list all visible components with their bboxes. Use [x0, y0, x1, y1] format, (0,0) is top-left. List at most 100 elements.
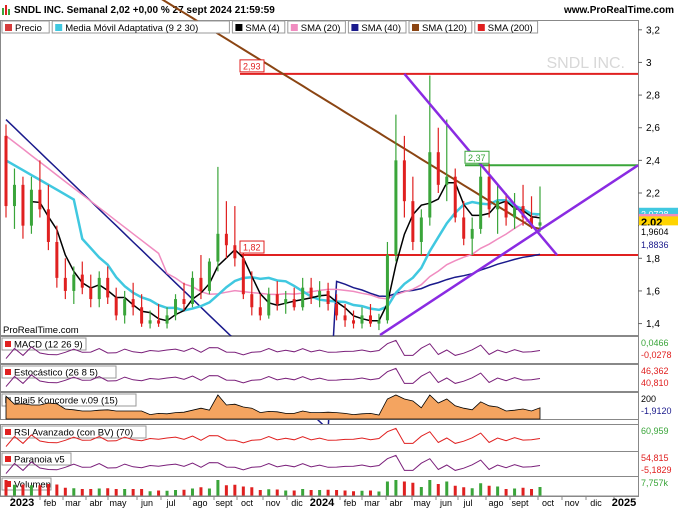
indicator-value-bg [639, 393, 678, 404]
right-value-label: 1,8836 [641, 240, 669, 250]
candle-body [55, 241, 59, 278]
legend-item [347, 20, 407, 34]
volume-bar [165, 490, 169, 496]
candle-body [207, 261, 211, 291]
volume-bar [174, 490, 178, 496]
indicator-value: -1,9120 [641, 406, 672, 416]
x-tick-label: may [109, 498, 127, 508]
site-link[interactable]: www.ProRealTime.com [563, 5, 674, 16]
volume-bar [301, 489, 305, 496]
indicator-title-box [1, 365, 117, 379]
indicator-value-bg [639, 405, 678, 416]
volume-bar [385, 481, 389, 496]
indicator-swatch [5, 456, 11, 462]
legend-swatch [55, 24, 63, 31]
sma-120-line [161, 0, 541, 230]
indicator-swatch [5, 429, 11, 435]
volume-bar [504, 489, 508, 496]
price-label: 2,37 [468, 153, 486, 163]
indicator-value-bg [639, 425, 678, 436]
indicator-title-box [1, 337, 87, 351]
volume-bar [21, 484, 25, 496]
candle-body [123, 299, 127, 316]
candle-body [301, 287, 305, 308]
volume-bar [140, 489, 144, 496]
volume-bar [360, 490, 364, 496]
x-tick-label: jun [140, 498, 153, 508]
indicator-value: -0,0278 [641, 350, 672, 360]
candle-body [419, 217, 423, 242]
candle-body [140, 307, 144, 324]
legend-label: Precio [15, 23, 42, 34]
candle-body [216, 233, 220, 262]
candle-body [335, 303, 339, 316]
candle-body [318, 290, 322, 298]
right-value-bg [639, 216, 678, 228]
credit-label: ProRealTime.com [3, 325, 79, 336]
x-tick-label: abr [389, 498, 402, 508]
chart-title: SNDL INC. Semanal 2,02 +0,00 % 27 sept 2… [14, 5, 275, 16]
candle-body [97, 277, 101, 300]
volume-bar [402, 481, 406, 496]
indicator-title: Blai5 Koncorde v.09 (15) [14, 396, 118, 407]
price-label-box [239, 240, 265, 254]
candle-body [174, 299, 178, 316]
y-tick-label: 2,2 [646, 189, 660, 200]
volume-bar [12, 484, 16, 496]
volume-bar [267, 489, 271, 496]
legend-swatch [477, 24, 485, 31]
candle-body [4, 135, 8, 207]
candle-body [258, 307, 262, 316]
candle-body [470, 228, 474, 239]
candle-body [165, 315, 169, 324]
volume-bar [46, 484, 50, 496]
candle-body [462, 217, 466, 239]
indicator-line [5, 367, 541, 387]
legend-item [231, 20, 286, 34]
volume-bar [182, 489, 186, 496]
x-tick-label: mar [364, 498, 380, 508]
indicator-value: 200 [641, 394, 656, 404]
candle-body [428, 152, 432, 218]
x-tick-label: oct [241, 498, 254, 508]
candle-body [385, 255, 389, 321]
volume-bar [436, 484, 440, 496]
candle-body [190, 277, 194, 304]
volume-bar [224, 485, 228, 496]
price-label: 2,93 [243, 61, 261, 71]
x-tick-label: jun [439, 498, 452, 508]
volume-bar [470, 488, 474, 496]
adaptive-ma-line [5, 159, 541, 312]
indicator-line [5, 427, 541, 447]
candle-body [284, 299, 288, 304]
volume-bar [72, 488, 76, 496]
volume-bar [292, 490, 296, 496]
y-tick-label: 3 [646, 58, 652, 69]
indicator-title: Paranoia v5 [14, 455, 65, 466]
x-tick-label: feb [44, 498, 57, 508]
volume-bar [521, 487, 525, 496]
volume-bar [309, 490, 313, 496]
volume-bar [190, 488, 194, 496]
volume-bar [157, 490, 161, 496]
volume-bar [318, 490, 322, 496]
volume-bar [106, 488, 110, 496]
candle-body [72, 274, 76, 291]
candle-body [106, 277, 110, 298]
legend-label: SMA (120) [422, 23, 467, 34]
indicator-value: -5,1829 [641, 465, 672, 475]
y-tick-label: 1,6 [646, 286, 660, 297]
price-label: 1,82 [243, 243, 261, 253]
candle-body [521, 206, 525, 218]
volume-bar [352, 491, 356, 496]
right-value-bg [639, 225, 678, 237]
x-tick-label: jul [165, 498, 175, 508]
prorealtime-logo-icon [2, 5, 10, 15]
volume-bar [419, 487, 423, 496]
volume-bar [496, 486, 500, 496]
volume-bar [462, 487, 466, 496]
right-value-label: 1,9604 [641, 227, 669, 237]
candle-body [46, 209, 50, 242]
x-tick-label: 2024 [310, 497, 335, 509]
